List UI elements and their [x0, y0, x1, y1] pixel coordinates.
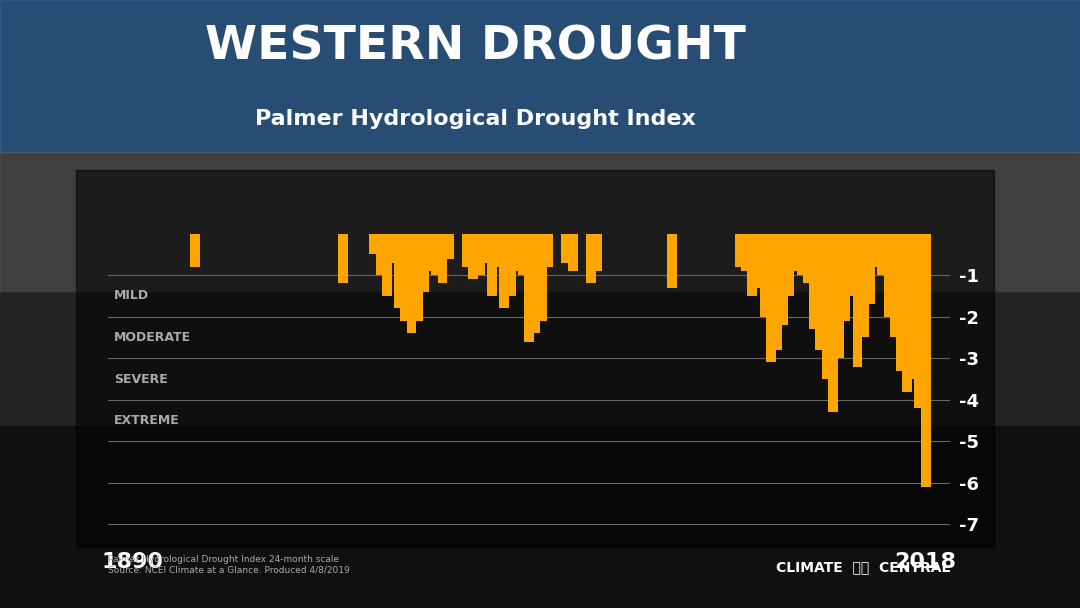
Bar — [809, 233, 819, 329]
Bar — [896, 233, 906, 371]
Bar — [568, 233, 578, 271]
Bar — [877, 233, 887, 275]
Bar — [772, 233, 782, 350]
Bar — [406, 233, 417, 333]
Bar — [840, 233, 850, 321]
Bar — [401, 233, 410, 321]
Bar — [475, 233, 485, 275]
Bar — [847, 233, 856, 296]
Bar — [766, 233, 775, 362]
Bar — [784, 233, 794, 296]
Bar — [394, 233, 404, 308]
Text: Palmer Hydrological Drought Index: Palmer Hydrological Drought Index — [255, 109, 696, 130]
Bar — [487, 233, 497, 296]
Bar — [505, 233, 515, 296]
Bar — [512, 233, 522, 271]
Bar — [530, 233, 540, 333]
Bar — [426, 233, 435, 271]
Bar — [369, 233, 379, 254]
Bar — [802, 233, 813, 283]
Bar — [543, 233, 553, 267]
Bar — [0, 426, 1080, 608]
Bar — [413, 233, 422, 321]
Bar — [190, 233, 200, 267]
Text: MODERATE: MODERATE — [114, 331, 191, 344]
Bar — [481, 233, 490, 263]
Bar — [338, 233, 349, 283]
Bar — [76, 170, 994, 547]
Bar — [437, 233, 447, 283]
Bar — [915, 233, 924, 408]
Bar — [499, 233, 510, 308]
Bar — [797, 233, 807, 275]
Bar — [883, 233, 893, 317]
Bar — [747, 233, 757, 296]
Bar — [902, 233, 912, 392]
Bar — [0, 292, 1080, 426]
Bar — [815, 233, 825, 350]
Bar — [0, 152, 1080, 292]
Bar — [859, 233, 868, 337]
Text: WESTERN DROUGHT: WESTERN DROUGHT — [205, 24, 745, 69]
Bar — [537, 233, 546, 321]
Bar — [494, 233, 503, 267]
Bar — [872, 233, 881, 267]
Text: CLIMATE  ⦿⦿  CENTRAL: CLIMATE ⦿⦿ CENTRAL — [777, 561, 950, 575]
Bar — [562, 233, 571, 263]
Text: Palmer Hydrological Drought Index 24-month scale
Source: NCEI Climate at a Glanc: Palmer Hydrological Drought Index 24-mon… — [108, 555, 350, 575]
Bar — [388, 233, 397, 263]
Bar — [419, 233, 429, 292]
Bar — [741, 233, 751, 271]
Bar — [754, 233, 764, 288]
Bar — [462, 233, 472, 267]
Bar — [469, 233, 478, 279]
Bar — [822, 233, 832, 379]
Bar — [865, 233, 875, 304]
Bar — [376, 233, 386, 275]
Text: SEVERE: SEVERE — [114, 373, 168, 385]
Bar — [382, 233, 392, 296]
Bar — [734, 233, 745, 267]
Bar — [759, 233, 770, 317]
Bar — [834, 233, 843, 358]
Bar — [0, 0, 1080, 152]
Bar — [827, 233, 838, 412]
Bar — [586, 233, 596, 283]
Bar — [890, 233, 900, 337]
Bar — [444, 233, 454, 258]
Bar — [852, 233, 863, 367]
Bar — [920, 233, 931, 487]
Text: MILD: MILD — [114, 289, 149, 302]
Bar — [518, 233, 528, 275]
Bar — [431, 233, 442, 275]
Bar — [592, 233, 603, 271]
Text: EXTREME: EXTREME — [114, 414, 180, 427]
Bar — [524, 233, 535, 342]
Bar — [791, 233, 800, 271]
Bar — [908, 233, 918, 379]
Bar — [666, 233, 677, 288]
Bar — [779, 233, 788, 325]
